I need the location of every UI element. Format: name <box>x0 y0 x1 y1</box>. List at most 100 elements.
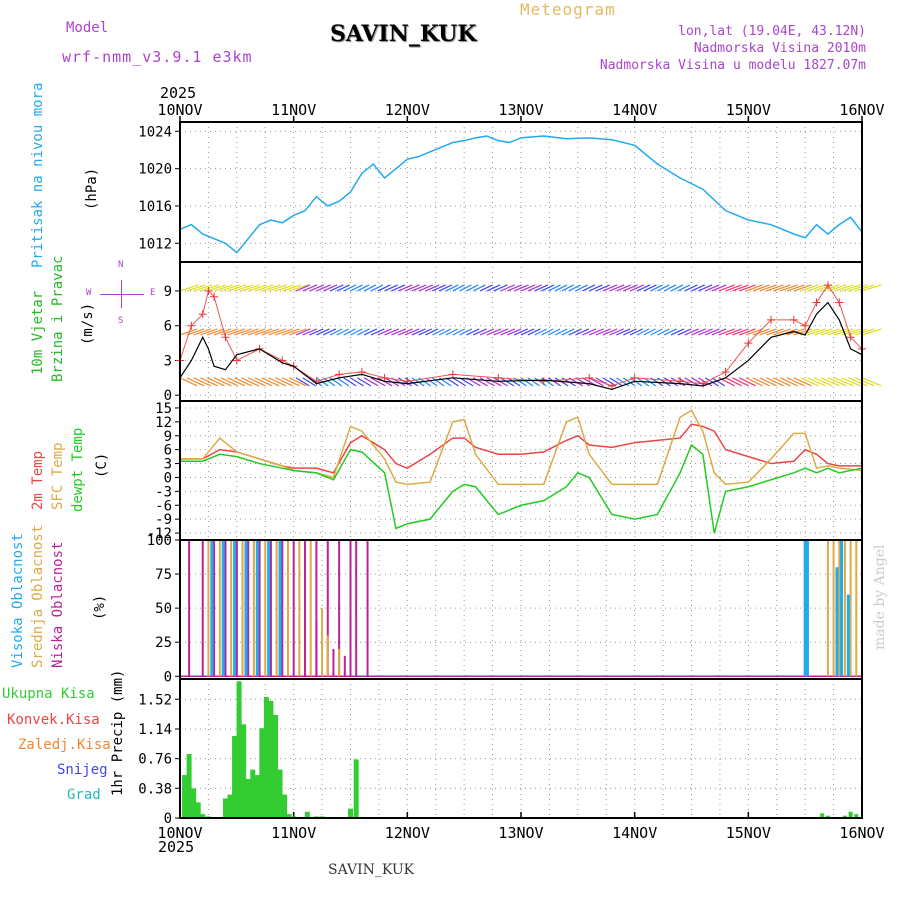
wind-barb <box>248 284 267 292</box>
wind-barb <box>725 377 742 387</box>
wind-barb <box>854 377 875 387</box>
wind-barb <box>820 328 840 336</box>
wind-barb <box>500 328 516 336</box>
wind-barb <box>384 284 398 292</box>
wind-barb <box>404 284 420 292</box>
cloud-low-bar <box>349 540 352 677</box>
wind-barb <box>745 284 763 292</box>
wind-barb <box>507 284 522 292</box>
wind-barb <box>718 284 735 292</box>
cloud-low-bar <box>343 655 346 677</box>
wind-barb <box>534 328 547 336</box>
wind-barb <box>268 328 286 336</box>
wind-barb <box>207 284 226 292</box>
wind-barb <box>268 377 287 387</box>
wind-barb <box>520 284 536 292</box>
cloud-high-bar <box>267 540 271 677</box>
wind-barb <box>241 328 259 336</box>
wind-barb <box>404 328 420 336</box>
wind-barb <box>322 377 336 387</box>
wind-barb <box>725 328 742 336</box>
cloud-tick-label: 25 <box>155 635 172 651</box>
wind-tick-label: 3 <box>164 353 172 369</box>
wind-barb <box>254 377 273 387</box>
wind-barb <box>466 328 480 336</box>
cloud-low-bar <box>304 540 307 677</box>
wind-barb <box>773 328 791 336</box>
wind-barb <box>663 328 677 336</box>
wind-barb <box>677 284 691 292</box>
wind-barb <box>391 328 407 336</box>
wind-barb <box>800 377 819 387</box>
wind-barb <box>609 377 623 387</box>
wind-barb <box>213 377 232 387</box>
wind-barb <box>459 328 473 336</box>
cloud-mid-bar <box>849 540 852 677</box>
wind-barb <box>745 328 763 336</box>
precip-bar <box>195 802 201 818</box>
wind-barb <box>282 377 300 387</box>
temp-tick-label: -6 <box>155 498 172 514</box>
wind-barb <box>554 284 568 292</box>
precip-bar <box>286 814 292 818</box>
wind-barb <box>848 377 868 387</box>
cloud-mid-bar <box>326 635 329 677</box>
wind-barb <box>391 284 406 292</box>
wind-barb <box>452 377 467 387</box>
wind-gust-marker <box>607 381 616 390</box>
wind-gust-marker <box>539 377 548 386</box>
wind-gust-marker <box>210 292 219 301</box>
wind-barb <box>425 377 438 387</box>
pressure-tick-label: 1012 <box>138 236 172 252</box>
wind-barb <box>643 284 657 292</box>
wind-barb <box>486 377 502 387</box>
wind-barb <box>609 328 624 336</box>
wind-barb <box>548 328 561 336</box>
temp-tick-label: -3 <box>155 484 172 500</box>
cloud-mid-bar <box>264 540 267 677</box>
cloud-tick-label: 50 <box>155 601 172 617</box>
wind-barb <box>698 377 713 387</box>
temp-tick-label: 15 <box>155 401 172 417</box>
precip-tick-label: 0.38 <box>138 781 172 797</box>
precip-bar <box>241 724 247 818</box>
x-label-bottom: 11NOV <box>271 824 316 842</box>
wind-barb <box>752 328 770 336</box>
precip-bar <box>222 798 228 818</box>
wind-barb <box>247 377 266 387</box>
wind-barb <box>527 377 540 387</box>
wind-barb <box>732 377 749 387</box>
wind-barb <box>595 284 610 292</box>
wind-barb <box>336 328 349 336</box>
cloud-high-bar <box>278 540 282 677</box>
temp-tick-label: 12 <box>155 415 172 431</box>
station-title: SAVIN_KUK <box>330 21 477 47</box>
wind-barb <box>261 284 281 292</box>
model-label: Model <box>66 20 109 36</box>
wind-barb <box>234 377 252 387</box>
wind-barb <box>800 284 819 292</box>
wind-barb <box>343 284 357 292</box>
wind-speed-line <box>179 301 863 391</box>
wind-barb <box>745 377 763 387</box>
wind-gust-marker <box>204 286 213 295</box>
precip-bar <box>232 736 238 818</box>
wind-barb <box>773 377 791 387</box>
pressure-tick-label: 1024 <box>138 124 172 140</box>
x-label-top: 14NOV <box>612 101 657 119</box>
precip-bar <box>200 814 206 818</box>
wind-barb <box>329 284 344 292</box>
wind-barb <box>657 377 671 387</box>
cloud-low-bar <box>315 540 318 677</box>
wind-barb <box>807 328 826 336</box>
wind-barb <box>220 328 239 336</box>
wind-barb <box>282 284 301 292</box>
wind-barb <box>343 377 357 387</box>
wind-barb <box>309 377 323 387</box>
wind-barb <box>814 284 833 292</box>
compass-s: S <box>118 316 124 326</box>
cloud-high-bar <box>846 594 850 677</box>
wind-barb <box>411 328 426 336</box>
wind-barb <box>588 284 603 292</box>
wind-gust-marker <box>630 373 639 382</box>
